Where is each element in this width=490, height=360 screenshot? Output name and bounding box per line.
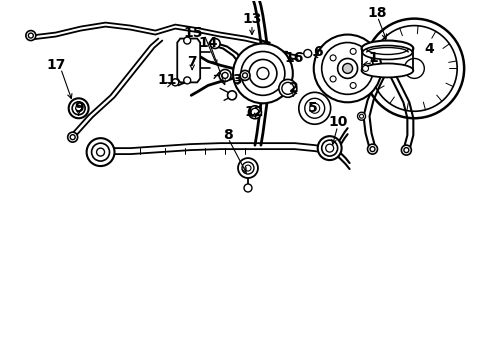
Circle shape (343, 63, 353, 73)
Circle shape (241, 51, 285, 95)
Text: 11: 11 (158, 73, 177, 87)
Circle shape (69, 98, 89, 118)
Circle shape (404, 148, 409, 153)
Circle shape (358, 112, 366, 120)
Text: 3: 3 (232, 73, 242, 87)
Circle shape (70, 135, 75, 140)
Text: 10: 10 (328, 115, 347, 129)
Circle shape (401, 145, 412, 155)
Text: 1: 1 (368, 51, 378, 66)
Circle shape (305, 98, 325, 118)
Circle shape (282, 82, 294, 94)
Circle shape (72, 102, 85, 115)
Circle shape (75, 105, 82, 111)
Circle shape (363, 66, 368, 71)
Circle shape (243, 73, 247, 78)
Circle shape (370, 147, 375, 152)
Circle shape (28, 33, 33, 38)
Circle shape (26, 31, 36, 41)
Text: 14: 14 (198, 36, 218, 50)
Circle shape (299, 92, 331, 124)
Text: 15: 15 (183, 26, 203, 40)
Circle shape (322, 140, 338, 156)
Circle shape (184, 37, 191, 44)
Circle shape (249, 59, 277, 87)
Text: 6: 6 (313, 45, 322, 59)
Text: 12: 12 (244, 105, 264, 119)
Circle shape (310, 103, 319, 113)
Circle shape (210, 39, 220, 49)
Circle shape (245, 165, 251, 171)
Circle shape (87, 138, 115, 166)
Circle shape (227, 91, 237, 100)
Text: 18: 18 (368, 6, 387, 20)
Text: 2: 2 (289, 81, 299, 95)
Circle shape (350, 82, 356, 89)
Circle shape (368, 144, 377, 154)
Ellipse shape (363, 45, 413, 59)
Circle shape (244, 184, 252, 192)
Circle shape (371, 26, 457, 111)
Circle shape (68, 132, 77, 142)
Text: 13: 13 (242, 12, 262, 26)
Circle shape (314, 35, 382, 102)
Circle shape (242, 162, 254, 174)
Polygon shape (177, 39, 200, 82)
Ellipse shape (362, 63, 414, 77)
Circle shape (304, 50, 312, 58)
Circle shape (365, 19, 464, 118)
Circle shape (184, 77, 191, 84)
Circle shape (222, 72, 228, 78)
Text: 16: 16 (284, 51, 303, 66)
Ellipse shape (362, 41, 414, 57)
Circle shape (238, 158, 258, 178)
Circle shape (326, 144, 334, 152)
Circle shape (330, 76, 336, 82)
Circle shape (322, 42, 373, 94)
Circle shape (97, 148, 104, 156)
Circle shape (257, 67, 269, 80)
Circle shape (219, 69, 231, 81)
Circle shape (248, 106, 262, 119)
Text: 8: 8 (223, 128, 233, 142)
Circle shape (233, 44, 293, 103)
Circle shape (360, 114, 364, 118)
Circle shape (279, 80, 297, 97)
Text: 9: 9 (74, 101, 83, 115)
Circle shape (330, 55, 336, 61)
Circle shape (338, 58, 358, 78)
Text: 5: 5 (308, 101, 318, 115)
Text: 7: 7 (187, 55, 197, 69)
Circle shape (318, 136, 342, 160)
Circle shape (251, 108, 259, 116)
Circle shape (404, 58, 424, 78)
Circle shape (172, 79, 179, 86)
Text: 4: 4 (424, 41, 434, 55)
Circle shape (92, 143, 110, 161)
Circle shape (350, 48, 356, 54)
Text: 17: 17 (46, 58, 66, 72)
Circle shape (240, 71, 250, 80)
